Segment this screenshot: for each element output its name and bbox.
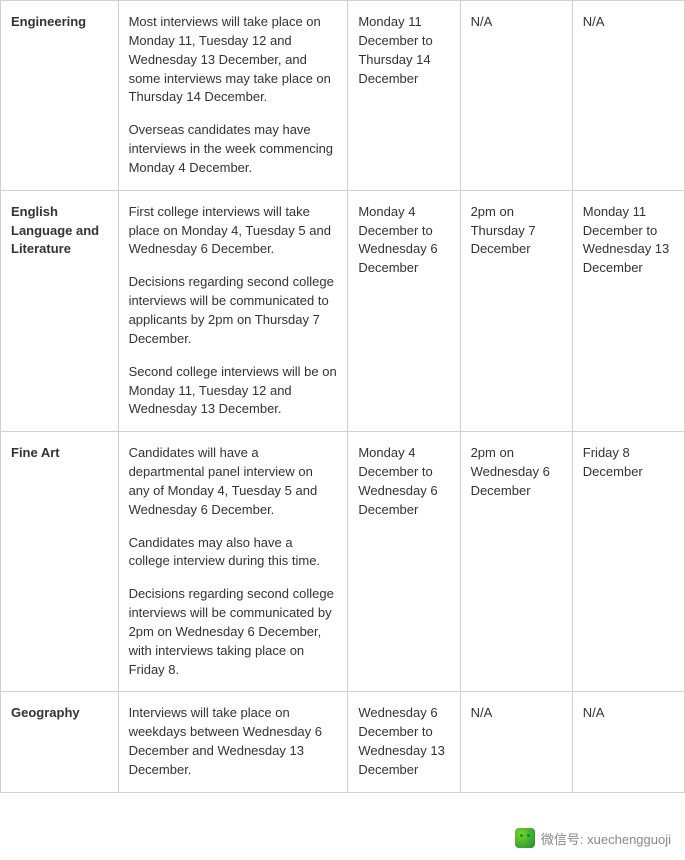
col5-cell: Monday 11 December to Wednesday 13 Decem…	[572, 190, 684, 431]
details-cell: First college interviews will take place…	[118, 190, 348, 431]
subject-cell: Geography	[1, 692, 119, 792]
subject-cell: Fine Art	[1, 432, 119, 692]
watermark-text: 微信号: xuechengguoji	[541, 829, 671, 848]
table-row: English Language and LiteratureFirst col…	[1, 190, 685, 431]
col4-cell: 2pm on Wednesday 6 December	[460, 432, 572, 692]
details-cell: Most interviews will take place on Monda…	[118, 1, 348, 191]
subject-cell: Engineering	[1, 1, 119, 191]
col4-cell: 2pm on Thursday 7 December	[460, 190, 572, 431]
table-row: GeographyInterviews will take place on w…	[1, 692, 685, 792]
col5-cell: N/A	[572, 1, 684, 191]
table-row: EngineeringMost interviews will take pla…	[1, 1, 685, 191]
wechat-icon	[515, 828, 535, 848]
col5-cell: Friday 8 December	[572, 432, 684, 692]
details-paragraph: Overseas candidates may have interviews …	[129, 121, 338, 178]
details-paragraph: Most interviews will take place on Monda…	[129, 13, 338, 107]
col3-cell: Monday 4 December to Wednesday 6 Decembe…	[348, 432, 460, 692]
details-paragraph: Second college interviews will be on Mon…	[129, 363, 338, 420]
interview-schedule-table: EngineeringMost interviews will take pla…	[0, 0, 685, 793]
col3-cell: Wednesday 6 December to Wednesday 13 Dec…	[348, 692, 460, 792]
col3-cell: Monday 11 December to Thursday 14 Decemb…	[348, 1, 460, 191]
details-cell: Candidates will have a departmental pane…	[118, 432, 348, 692]
subject-cell: English Language and Literature	[1, 190, 119, 431]
details-paragraph: First college interviews will take place…	[129, 203, 338, 260]
details-paragraph: Interviews will take place on weekdays b…	[129, 704, 338, 779]
details-cell: Interviews will take place on weekdays b…	[118, 692, 348, 792]
details-paragraph: Decisions regarding second college inter…	[129, 273, 338, 348]
details-paragraph: Candidates may also have a college inter…	[129, 534, 338, 572]
col5-cell: N/A	[572, 692, 684, 792]
watermark: 微信号: xuechengguoji	[511, 826, 675, 850]
table-row: Fine ArtCandidates will have a departmen…	[1, 432, 685, 692]
details-paragraph: Decisions regarding second college inter…	[129, 585, 338, 679]
col3-cell: Monday 4 December to Wednesday 6 Decembe…	[348, 190, 460, 431]
table-body: EngineeringMost interviews will take pla…	[1, 1, 685, 793]
col4-cell: N/A	[460, 1, 572, 191]
details-paragraph: Candidates will have a departmental pane…	[129, 444, 338, 519]
col4-cell: N/A	[460, 692, 572, 792]
